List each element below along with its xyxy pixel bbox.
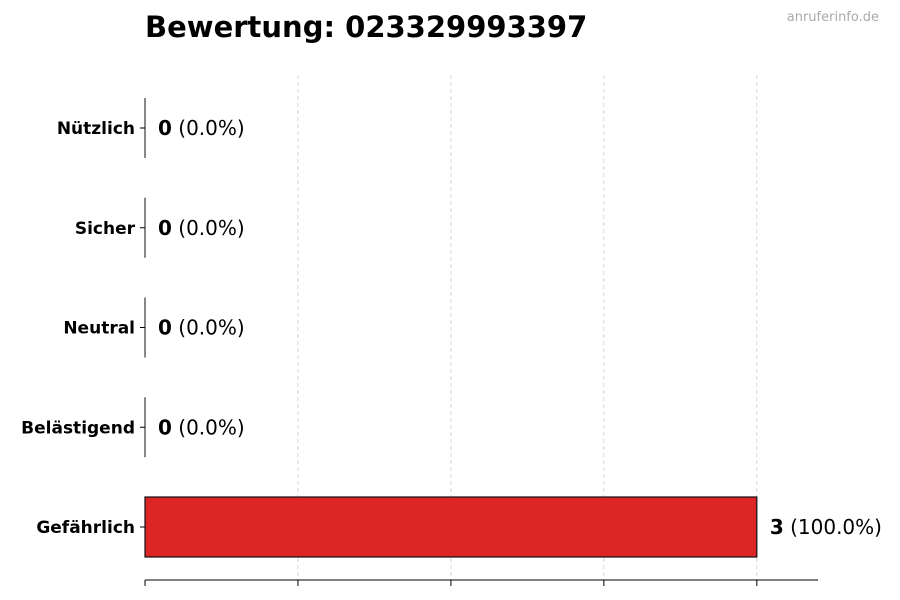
data-label-value: 0 bbox=[158, 316, 172, 340]
data-label: 0 (0.0%) bbox=[158, 216, 245, 240]
bar bbox=[144, 496, 758, 558]
data-label-value: 0 bbox=[158, 415, 172, 439]
data-label: 0 (0.0%) bbox=[158, 415, 245, 439]
data-label: 3 (100.0%) bbox=[770, 515, 882, 539]
data-label: 0 (0.0%) bbox=[158, 316, 245, 340]
data-label-value: 3 bbox=[770, 515, 784, 539]
category-label: Neutral bbox=[63, 319, 135, 339]
data-label-value: 0 bbox=[158, 216, 172, 240]
data-label-percent: (0.0%) bbox=[172, 216, 245, 240]
data-label-percent: (0.0%) bbox=[172, 415, 245, 439]
data-label-percent: (100.0%) bbox=[784, 515, 882, 539]
data-label-percent: (0.0%) bbox=[172, 116, 245, 140]
watermark: anruferinfo.de bbox=[786, 10, 879, 25]
category-label: Gefährlich bbox=[36, 518, 135, 538]
data-label: 0 (0.0%) bbox=[158, 116, 245, 140]
chart-title: Bewertung: 023329993397 bbox=[145, 10, 588, 44]
data-label-percent: (0.0%) bbox=[172, 316, 245, 340]
category-label: Belästigend bbox=[21, 418, 135, 438]
category-label: Nützlich bbox=[57, 119, 135, 139]
category-label: Sicher bbox=[75, 219, 136, 239]
data-label-value: 0 bbox=[158, 116, 172, 140]
